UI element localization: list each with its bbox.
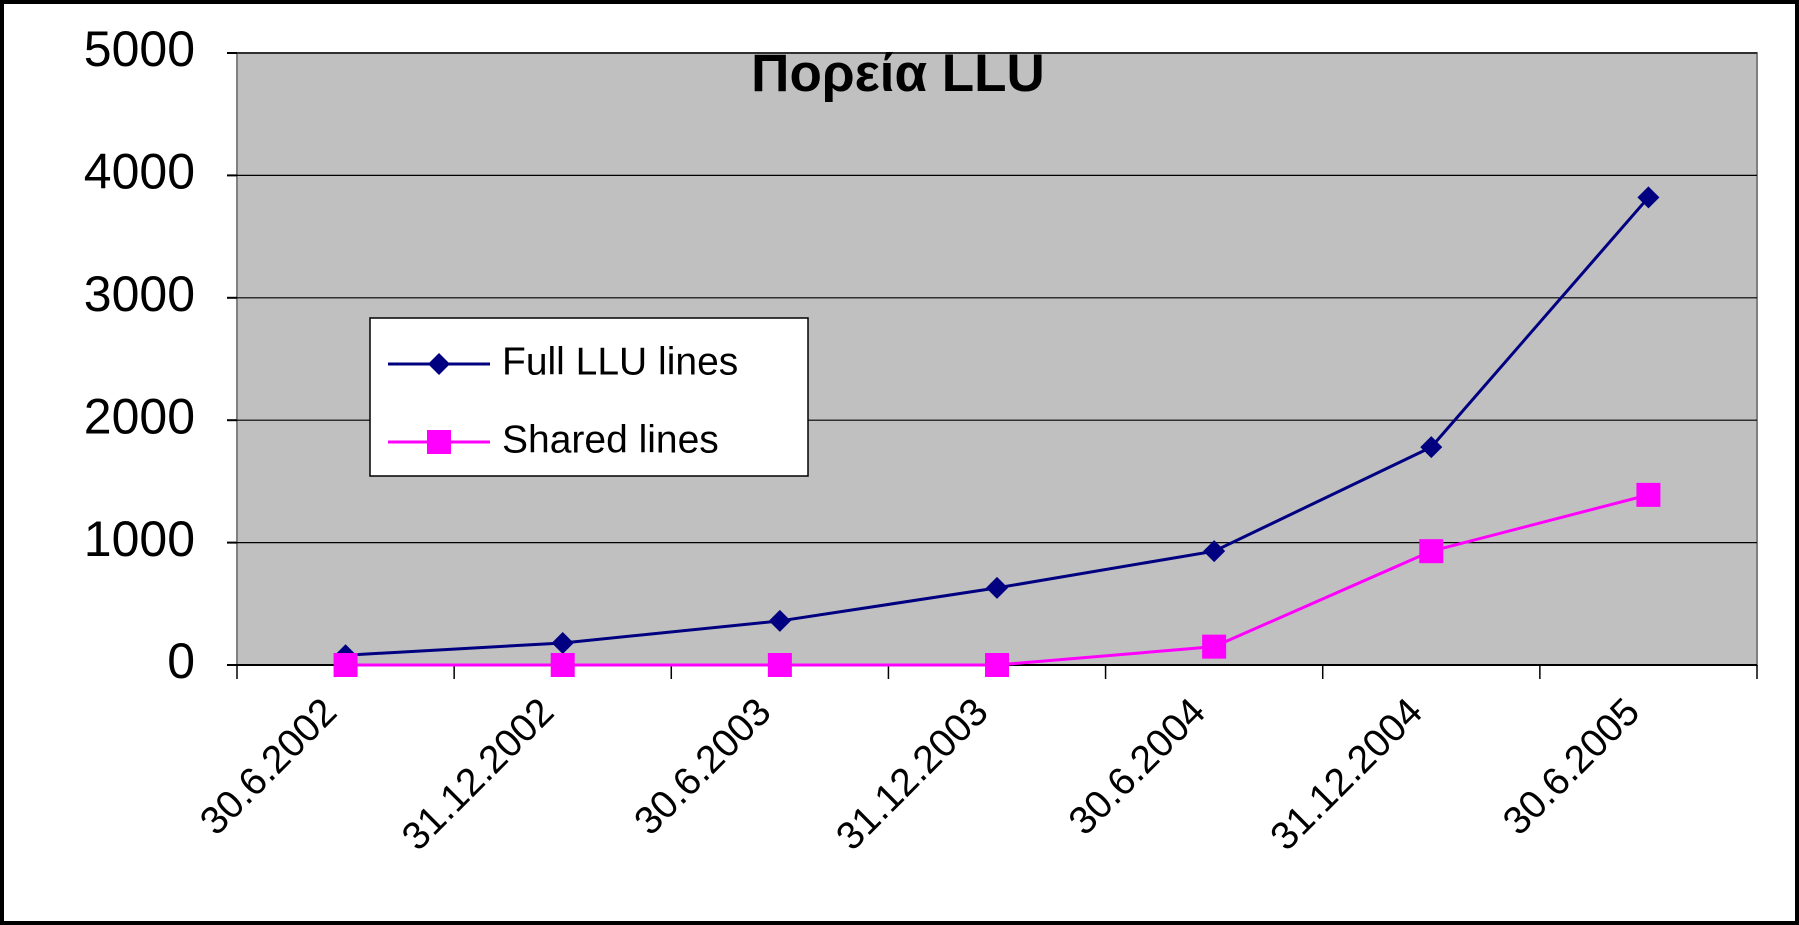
- marker: [985, 653, 1009, 677]
- marker: [986, 576, 1008, 599]
- legend-label: Shared lines: [502, 418, 719, 461]
- legend-label: Full LLU lines: [502, 340, 738, 383]
- marker: [767, 653, 792, 677]
- y-tick-label: 3000: [84, 266, 195, 322]
- y-tick-label: 2000: [84, 388, 195, 444]
- marker: [768, 609, 791, 632]
- y-tick-label: 5000: [84, 21, 195, 77]
- legend-marker: [427, 430, 451, 454]
- marker: [1202, 634, 1227, 659]
- marker: [1637, 186, 1660, 209]
- marker: [1636, 482, 1661, 507]
- marker: [551, 631, 574, 654]
- legend-marker: [428, 353, 450, 375]
- marker: [550, 653, 575, 677]
- y-tick-label: 4000: [84, 144, 195, 200]
- marker: [333, 653, 358, 677]
- y-tick-label: 1000: [84, 511, 195, 567]
- marker: [1203, 540, 1226, 563]
- marker: [1420, 436, 1443, 459]
- y-tick-label: 0: [167, 633, 195, 689]
- chart-title: Πορεία LLU: [751, 44, 1045, 103]
- marker: [1419, 539, 1444, 564]
